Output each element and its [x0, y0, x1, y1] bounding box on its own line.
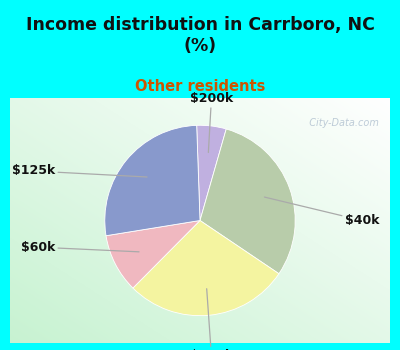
Text: Income distribution in Carrboro, NC
(%): Income distribution in Carrboro, NC (%)	[26, 16, 374, 55]
Text: Other residents: Other residents	[135, 79, 265, 94]
Text: $40k: $40k	[264, 197, 379, 227]
Text: $60k: $60k	[21, 241, 139, 254]
Wedge shape	[105, 125, 200, 236]
Wedge shape	[133, 220, 279, 316]
Text: $150k: $150k	[190, 289, 233, 350]
Text: City-Data.com: City-Data.com	[303, 118, 378, 128]
Text: $200k: $200k	[190, 92, 233, 153]
Text: $125k: $125k	[12, 164, 147, 177]
Wedge shape	[106, 220, 200, 288]
Wedge shape	[200, 129, 295, 274]
Wedge shape	[197, 125, 226, 220]
